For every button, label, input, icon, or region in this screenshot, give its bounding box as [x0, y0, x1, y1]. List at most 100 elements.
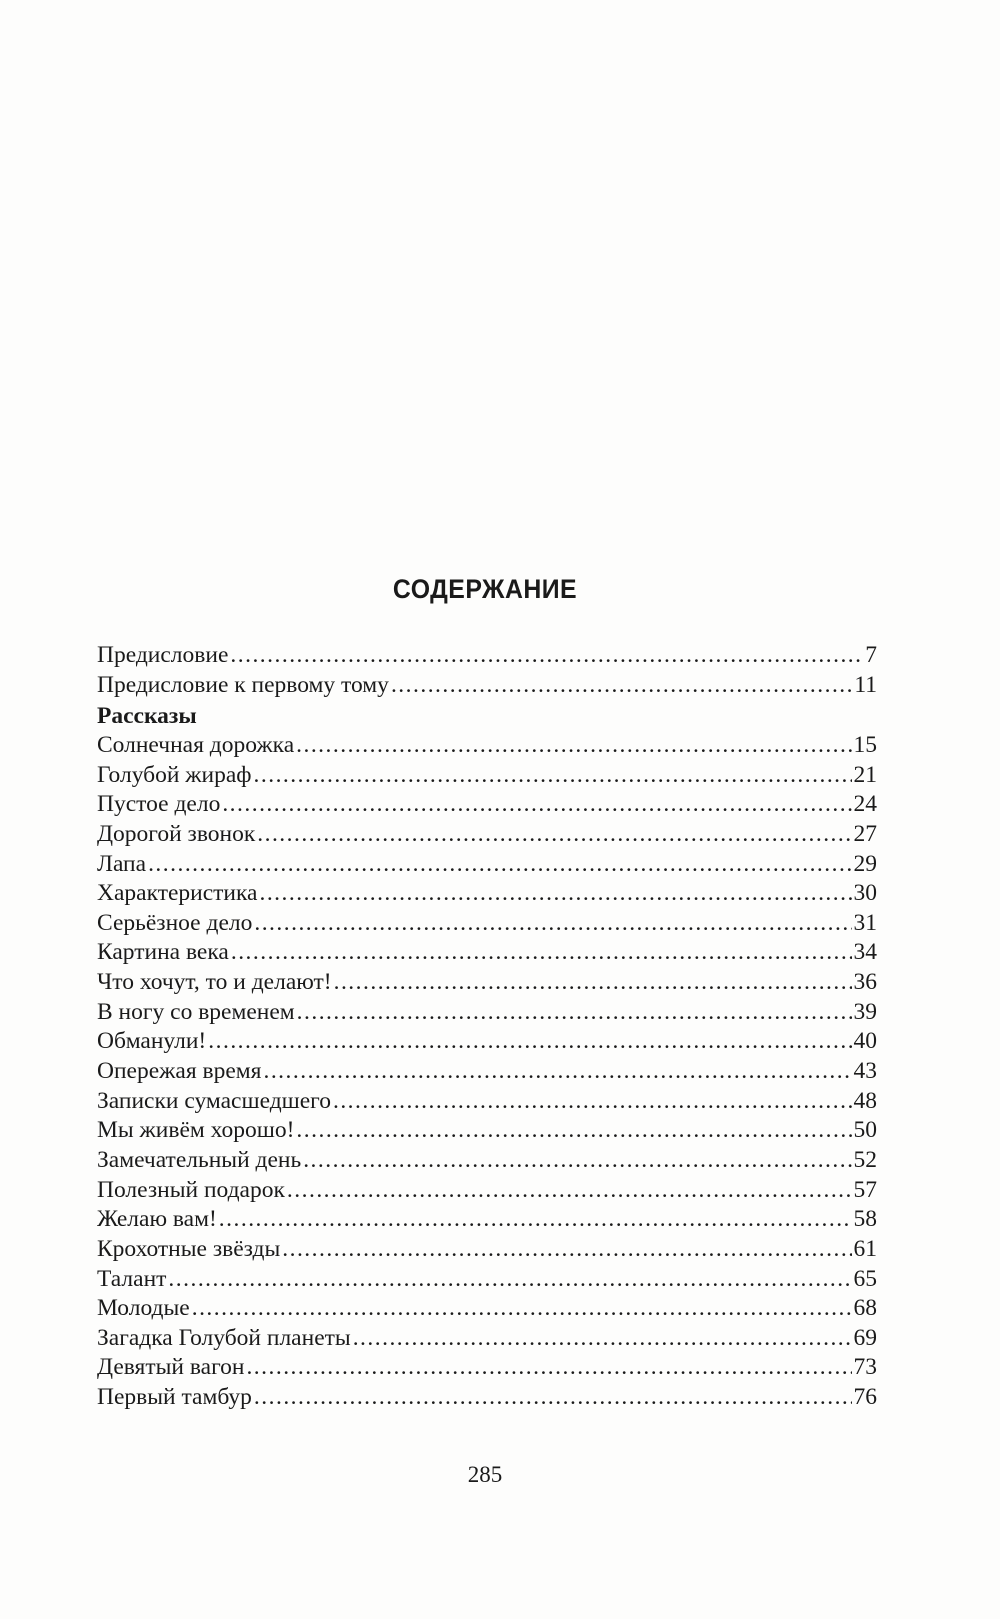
entry-page: 34: [853, 939, 878, 966]
front-matter-list: Предисловие 7 Предисловие к первому тому 11: [97, 641, 877, 700]
page-number: 285: [467, 1462, 503, 1487]
dot-leader: [219, 1205, 852, 1235]
entry-title: Замечательный день: [97, 1146, 302, 1173]
entry-title: Опережая время: [97, 1058, 262, 1085]
dot-leader: [254, 1383, 852, 1413]
entry-page: 29: [853, 850, 878, 877]
entry-title: Что хочут, то и делают!: [97, 969, 332, 996]
entry-title: Голубой жираф: [97, 761, 252, 788]
entry-page: 69: [853, 1324, 878, 1351]
dot-leader: [148, 850, 851, 880]
toc-entry: В ногу со временем 39: [97, 998, 877, 1028]
dot-leader: [231, 938, 852, 968]
dot-leader: [282, 1235, 851, 1265]
dot-leader: [230, 641, 863, 671]
entry-page: 43: [853, 1058, 878, 1085]
entry-title: Серьёзное дело: [97, 909, 253, 936]
entry-title: Предисловие к первому тому: [97, 671, 389, 698]
toc-entry: Записки сумасшедшего 48: [97, 1087, 877, 1117]
entry-page: 76: [853, 1384, 878, 1411]
toc-entry: Пустое дело 24: [97, 790, 877, 820]
toc-entry: Лапа 29: [97, 850, 877, 880]
entry-title: Лапа: [97, 850, 147, 877]
dot-leader: [353, 1324, 852, 1354]
entry-title: Мы живём хорошо!: [97, 1117, 295, 1144]
section-heading: Рассказы: [97, 703, 197, 729]
toc-entry: Дорогой звонок 27: [97, 820, 877, 850]
entry-title: Желаю вам!: [97, 1206, 217, 1233]
entry-page: 27: [853, 820, 878, 847]
entry-page: 31: [853, 909, 878, 936]
toc-entry: Желаю вам! 58: [97, 1205, 877, 1235]
toc-entry: Солнечная дорожка 15: [97, 731, 877, 761]
entry-page: 30: [853, 880, 878, 907]
toc-entry: Девятый вагон 73: [97, 1353, 877, 1383]
entry-page: 11: [854, 671, 877, 698]
dot-leader: [334, 968, 852, 998]
entry-title: Характеристика: [97, 880, 258, 907]
entry-title: Крохотные звёзды: [97, 1235, 281, 1262]
entry-page: 24: [853, 791, 878, 818]
dot-leader: [296, 731, 851, 761]
dot-leader: [296, 1116, 851, 1146]
dot-leader: [259, 879, 851, 909]
toc-entry: Молодые 68: [97, 1294, 877, 1324]
dot-leader: [297, 998, 852, 1028]
dot-leader: [303, 1146, 851, 1176]
entry-title: Предисловие: [97, 642, 229, 668]
dot-leader: [287, 1176, 852, 1206]
entry-title: Дорогой звонок: [97, 820, 256, 847]
entry-page: 65: [853, 1265, 878, 1292]
dot-leader: [333, 1087, 852, 1117]
entry-title: Записки сумасшедшего: [97, 1087, 331, 1114]
dot-leader: [192, 1294, 852, 1324]
entry-page: 73: [853, 1354, 878, 1381]
entry-page: 15: [853, 732, 878, 758]
entry-page: 36: [853, 969, 878, 996]
dot-leader: [254, 909, 851, 939]
dot-leader: [257, 820, 851, 850]
entry-title: Молодые: [97, 1295, 190, 1322]
toc-entry: Первый тамбур 76: [97, 1383, 877, 1413]
toc-entry: Картина века 34: [97, 938, 877, 968]
toc-entry: Предисловие 7: [97, 641, 877, 671]
toc-entry: Опережая время 43: [97, 1057, 877, 1087]
dot-leader: [168, 1265, 851, 1295]
entry-title: Картина века: [97, 939, 229, 966]
entry-title: Пустое дело: [97, 791, 221, 818]
dot-leader: [222, 790, 851, 820]
dot-leader: [254, 761, 852, 791]
page-title: СОДЕРЖАНИЕ: [392, 574, 578, 604]
entry-page: 57: [853, 1176, 878, 1203]
entry-page: 21: [853, 761, 878, 788]
dot-leader: [208, 1027, 851, 1057]
toc-entry: Что хочут, то и делают! 36: [97, 968, 877, 998]
dot-leader: [263, 1057, 851, 1087]
entry-page: 61: [853, 1235, 878, 1262]
entry-title: Талант: [97, 1265, 167, 1292]
entry-title: Полезный подарок: [97, 1176, 285, 1203]
entry-page: 40: [853, 1028, 878, 1055]
toc-entry: Полезный подарок 57: [97, 1176, 877, 1206]
entry-title: Солнечная дорожка: [97, 732, 295, 758]
entry-title: Загадка Голубой планеты: [97, 1324, 351, 1351]
entry-title: Первый тамбур: [97, 1384, 252, 1411]
toc-entry: Обманули! 40: [97, 1027, 877, 1057]
toc-entry: Серьёзное дело 31: [97, 909, 877, 939]
entry-title: В ногу со временем: [97, 998, 295, 1025]
dot-leader: [391, 671, 852, 701]
entry-page: 48: [853, 1087, 878, 1114]
dot-leader: [246, 1353, 851, 1383]
toc-entry: Предисловие к первому тому 11: [97, 671, 877, 701]
toc-entries-list: Солнечная дорожка15Голубой жираф21Пустое…: [97, 731, 877, 1413]
entry-page: 7: [865, 642, 877, 668]
toc-entry: Загадка Голубой планеты 69: [97, 1324, 877, 1354]
toc-entry: Мы живём хорошо! 50: [97, 1116, 877, 1146]
entry-title: Обманули!: [97, 1028, 207, 1055]
toc-entry: Талант 65: [97, 1265, 877, 1295]
entry-page: 68: [853, 1295, 878, 1322]
toc-entry: Замечательный день 52: [97, 1146, 877, 1176]
toc-entry: Характеристика 30: [97, 879, 877, 909]
entry-page: 58: [853, 1206, 878, 1233]
entry-title: Девятый вагон: [97, 1354, 245, 1381]
